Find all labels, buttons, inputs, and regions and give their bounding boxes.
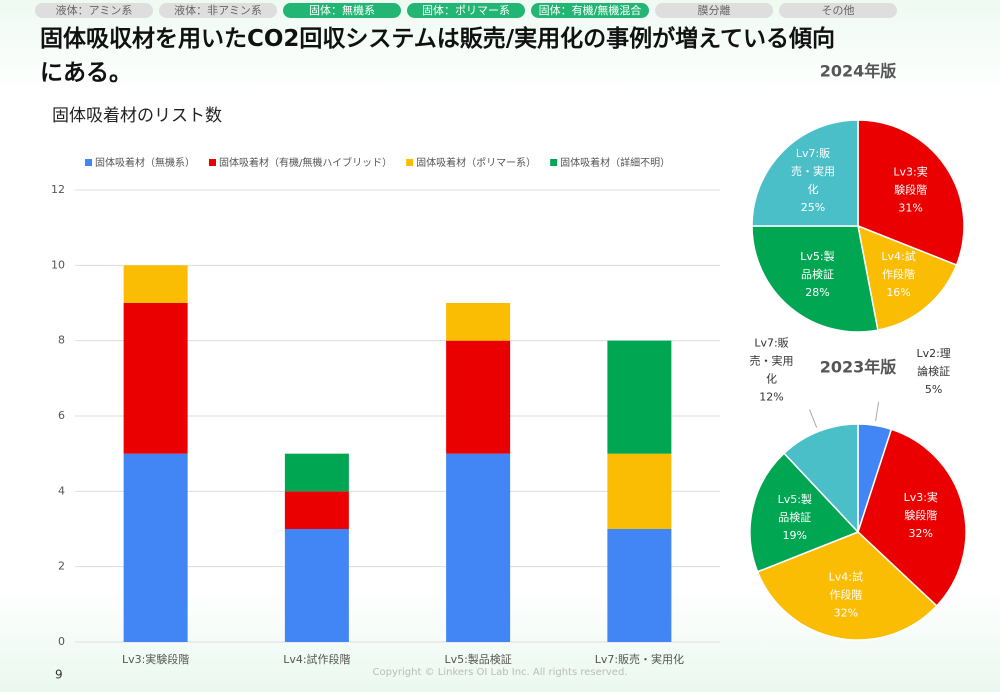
title-line: にある。 [40, 60, 132, 86]
pie-value-label: 32% [909, 527, 933, 540]
pie-label: Lv4:試 [829, 570, 863, 584]
x-tick-label: Lv3:実験段階 [122, 652, 189, 666]
bar-segment [607, 529, 672, 642]
pie-slice [857, 119, 965, 266]
bar-segment [607, 453, 672, 529]
copyright: Copyright © Linkers OI Lab Inc. All righ… [373, 667, 628, 678]
y-tick-label: 8 [58, 334, 65, 347]
tab[interactable]: 固体：有機/無機混合 [531, 3, 649, 18]
pie-label: Lv7:販 [754, 336, 788, 349]
pie-value-label: 28% [805, 286, 829, 299]
bar-segment [607, 340, 672, 454]
tab[interactable]: 液体：アミン系 [35, 3, 153, 18]
tab[interactable]: その他 [779, 3, 897, 18]
y-tick-label: 2 [58, 560, 65, 573]
pie-value-label: 5% [925, 383, 942, 396]
y-tick-label: 4 [58, 484, 65, 497]
pie-value-label: 25% [801, 201, 825, 214]
tab[interactable]: 固体：無機系 [283, 3, 401, 18]
pie-slice [756, 531, 938, 641]
leader-line [875, 401, 880, 422]
legend-swatch [550, 159, 558, 166]
bar-segment [284, 529, 349, 642]
pie-slice [857, 224, 958, 331]
legend-swatch [406, 159, 414, 166]
pie-label: Lv3:実 [904, 490, 938, 504]
pie-label: 験段階 [894, 182, 927, 196]
bar-segment [446, 340, 511, 454]
x-tick-label: Lv4:試作段階 [283, 652, 350, 666]
legend-label: 固体吸着材（詳細不明） [560, 156, 670, 169]
leader-line [809, 409, 818, 428]
pie-value-label: 32% [834, 607, 858, 620]
legend-swatch [209, 159, 216, 166]
pie-label: 化 [766, 371, 777, 385]
legend-label: 固体吸着材（有機/無機ハイブリッド） [219, 156, 392, 169]
title-line: 固体吸収材を用いたCO2回収システムは販売/実用化の事例が増えている傾向 [40, 26, 835, 52]
pie-value-label: 12% [759, 390, 783, 403]
pie-label: Lv3:実 [893, 164, 927, 178]
pie-value-label: 19% [783, 529, 807, 542]
pie-label: 験段階 [904, 508, 937, 522]
bar-segment [446, 453, 511, 642]
page-number: 9 [55, 668, 63, 682]
pie-label: 化 [808, 182, 819, 196]
pie-label: Lv4:試 [881, 249, 915, 263]
x-tick-label: Lv7:販売・実用化 [595, 652, 684, 666]
bar-segment [123, 265, 188, 303]
bar-segment [446, 303, 511, 341]
tab-bar: 液体：アミン系 液体：非アミン系 固体：無機系 固体：ポリマー系 固体：有機/無機混合膜… [35, 3, 897, 18]
pie-label: Lv7:販 [796, 147, 830, 160]
y-tick-label: 10 [51, 258, 65, 271]
pie-label: 作段階 [882, 267, 915, 281]
y-tick-label: 0 [58, 635, 65, 648]
tab[interactable]: 固体：ポリマー系 [407, 3, 525, 18]
y-tick-label: 12 [51, 183, 65, 196]
tab[interactable]: 液体：非アミン系 [159, 3, 277, 18]
pie-title: 2024年版 [820, 62, 897, 81]
pie-slice [857, 428, 967, 607]
bar-segment [284, 491, 349, 529]
bar-segment [123, 303, 188, 454]
pie-label: Lv5:製 [778, 492, 812, 506]
pie-label: Lv5:製 [800, 249, 834, 263]
y-tick-label: 6 [58, 409, 65, 422]
legend-label: 固体吸着材（無機系） [95, 156, 195, 169]
pie-slice [783, 423, 859, 534]
pie-slice [749, 452, 860, 573]
tab[interactable]: 膜分離 [655, 3, 773, 18]
pie-value-label: 16% [886, 286, 910, 299]
pie-label: 品検証 [778, 510, 811, 524]
pie-slice [751, 225, 879, 333]
pie-label: 作段階 [829, 588, 862, 602]
pie-label: Lv2:理 [916, 347, 950, 360]
bar-segment [284, 453, 349, 492]
pie-slice [751, 119, 859, 227]
bar-segment [123, 453, 188, 642]
pie-title: 2023年版 [820, 358, 897, 377]
pie-label: 品検証 [801, 267, 834, 281]
legend-label: 固体吸着材（ポリマー系） [416, 156, 536, 169]
slide-title: 固体吸収材を用いたCO2回収システムは販売/実用化の事例が増えている傾向 にある… [40, 22, 835, 90]
pie-label: 売・実用 [749, 353, 793, 367]
pie-label: 売・実用 [791, 164, 835, 178]
chart-title: 固体吸着材のリスト数 [52, 106, 222, 126]
legend-swatch [85, 159, 92, 166]
pie-value-label: 31% [898, 201, 922, 214]
x-tick-label: Lv5:製品検証 [444, 652, 511, 666]
pie-label: 論検証 [917, 364, 950, 378]
